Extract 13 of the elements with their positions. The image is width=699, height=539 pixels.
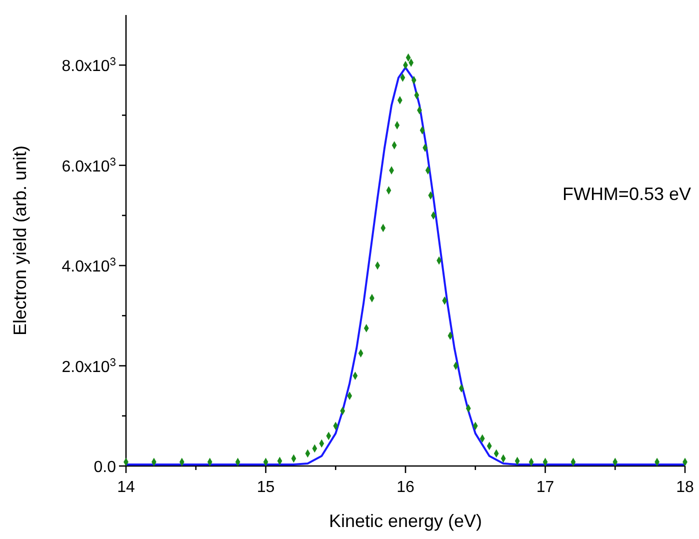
y-tick-label: 6.0x10$^{3}$ <box>62 156 116 176</box>
x-tick-label: 18 <box>676 479 694 496</box>
x-tick-label: 17 <box>536 479 554 496</box>
y-tick-label: 2.0x10$^{3}$ <box>62 356 116 376</box>
y-tick-label: 4.0x10$^{3}$ <box>62 256 116 276</box>
y-tick-label: 8.0x10$^{3}$ <box>62 56 116 76</box>
x-tick-label: 14 <box>117 479 135 496</box>
x-tick-label: 16 <box>396 479 414 496</box>
annotation: FWHM=0.53 eV <box>562 184 691 204</box>
y-axis-title: Electron yield (arb. unit) <box>10 145 30 336</box>
y-tick-label: 0.0 <box>94 459 116 476</box>
x-axis-title: Kinetic energy (eV) <box>328 511 482 531</box>
x-tick-label: 15 <box>256 479 275 496</box>
